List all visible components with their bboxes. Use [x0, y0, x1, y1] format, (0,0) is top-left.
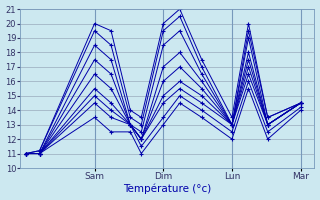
X-axis label: Température (°c): Température (°c): [123, 184, 212, 194]
